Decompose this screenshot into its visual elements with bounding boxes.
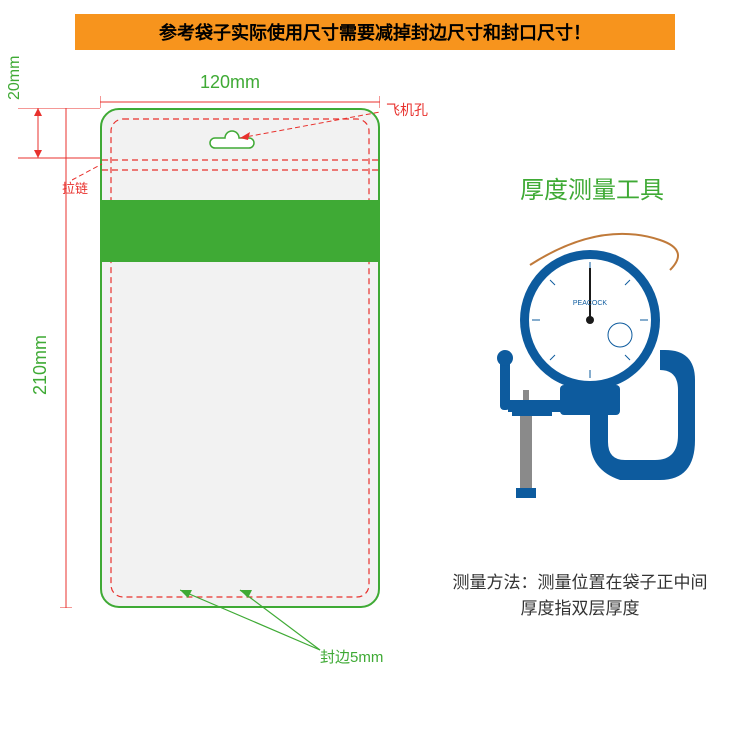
warning-banner: 参考袋子实际使用尺寸需要减掉封边尺寸和封口尺寸！ xyxy=(75,14,675,50)
method-line1: 测量方法：测量位置在袋子正中间 xyxy=(453,573,708,592)
bag-diagram xyxy=(100,108,380,608)
hang-height-label: 20mm xyxy=(6,56,24,100)
hang-height-dimension xyxy=(18,108,100,164)
method-line2: 厚度指双层厚度 xyxy=(521,599,640,618)
seal-callout-label: 封边5mm xyxy=(320,646,383,667)
hole-callout-line xyxy=(240,108,400,148)
tool-title: 厚度测量工具 xyxy=(520,170,664,205)
warning-banner-text: 参考袋子实际使用尺寸需要减掉封边尺寸和封口尺寸！ xyxy=(159,19,591,45)
method-text: 测量方法：测量位置在袋子正中间 厚度指双层厚度 xyxy=(430,570,730,621)
hole-callout-label: 飞机孔 xyxy=(386,100,428,120)
svg-text:PEACOCK: PEACOCK xyxy=(573,300,608,307)
height-label: 210mm xyxy=(30,335,51,395)
green-band xyxy=(102,200,378,262)
thickness-gauge: PEACOCK xyxy=(460,210,720,540)
width-label: 120mm xyxy=(200,72,260,93)
zipper-callout-label: 拉链 xyxy=(62,178,88,197)
